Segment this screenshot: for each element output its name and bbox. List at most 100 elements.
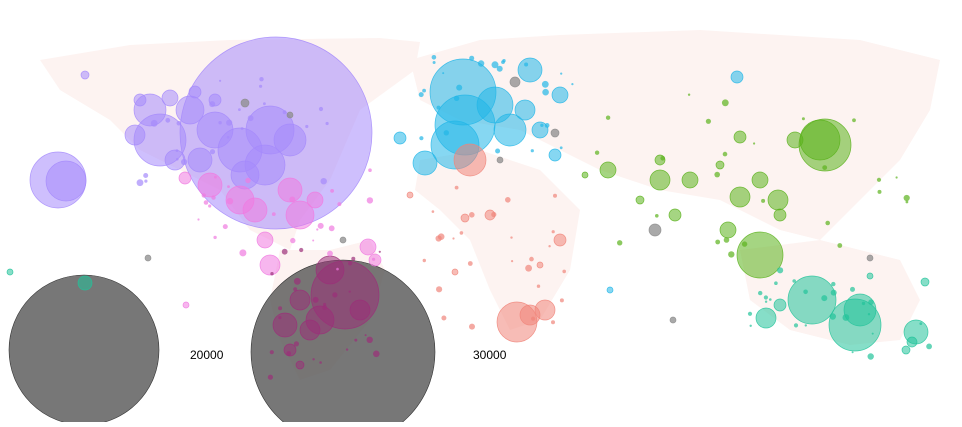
bubble-europe-small [541,80,549,88]
bubble-africa [453,143,487,177]
bubble-oceania-small [867,353,874,360]
bubble-other [144,254,152,262]
bubble-asia [715,160,725,170]
bubble-asia [767,189,789,211]
bubble-central-america-small [201,193,206,198]
bubble-oceania [843,293,877,327]
bubble-other [496,156,504,164]
bubble-south-america [289,289,311,311]
bubble-africa-small [469,212,475,218]
bubble-north-america-small [247,115,254,122]
bubble-central-america-small [366,197,374,204]
bubble-north-america-small [320,178,327,185]
bubble-north-america [133,93,147,107]
bubble-asia-small [905,200,909,204]
bubble-central-america [277,177,303,203]
bubble-oceania-small [758,290,763,296]
bubble-oceania-small [821,295,828,302]
bubble-asia [668,208,682,222]
bubble-north-america-small [318,106,324,112]
bubble-asia-small [715,239,721,245]
bubble-africa-small [559,298,564,303]
bubble-oceania-small [764,300,768,303]
bubble-central-america-small [316,228,319,231]
bubble-asia-small [852,118,856,123]
bubble-south-america [299,319,321,341]
bubble-oceania-small [919,322,923,325]
bubble-south-america-small [378,250,381,253]
bubble-africa-small [441,315,447,321]
bubble-central-america [359,238,377,256]
bubble-oceania-small [793,323,799,328]
bubble-oceania-small [804,324,807,327]
bubble-europe [393,131,407,145]
bubble-europe [548,148,562,162]
bubble-europe-small [501,60,505,64]
bubble-africa-small [553,193,557,198]
bubble-other [339,236,347,244]
bubble-north-america-small [176,157,179,161]
bubble-europe-small [422,88,426,93]
bubble-north-america [273,123,307,157]
bubble-other [286,111,294,119]
bubble-europe-small [559,146,563,150]
bubble-central-america-small [271,212,276,217]
bubble-africa-small [525,264,532,272]
bubble-africa [451,268,459,276]
bubble-central-america-small [336,267,339,271]
bubble-north-america [187,147,213,173]
bubble-europe-small [524,62,529,67]
bubble-central-america [182,301,190,309]
bubble-europe-small [477,60,485,67]
bubble-africa-small [505,197,511,203]
bubble-asia [799,119,841,161]
bubble-south-america-small [312,296,319,303]
bubble-south-america-small [293,341,299,347]
bubble-south-america-small [366,336,373,343]
bubble-europe-small [443,130,449,136]
bubble-europe-small [540,123,544,128]
bubble-asia [751,171,769,189]
bubble-north-america-small [226,136,230,139]
bubble-africa [536,261,544,269]
bubble-south-america-small [278,306,283,311]
bubble-europe [476,86,514,124]
bubble-europe-small [419,136,424,141]
bubble-central-america [259,254,281,276]
bubble-africa-small [551,320,555,325]
bubble-asia [719,221,737,239]
bubble-asia [599,161,617,179]
bubble-south-america-small [345,348,349,351]
bubble-central-america [285,200,315,230]
bubble-south-america-small [286,351,292,356]
bubble-other [669,316,677,324]
legend-label-30000: 30000 [473,348,507,362]
bubble-africa-small [510,260,514,263]
bubble-south-america-small [354,338,358,342]
bubble-europe-small [530,149,534,153]
bubble-asia-small [753,142,756,145]
bubble-oceania-small [769,298,772,301]
bubble-asia [733,130,747,144]
bubble-south-america-small [319,361,322,364]
bubble-oceania-small [749,324,752,327]
bubble-asia-small [822,165,828,171]
bubble-south-america-small [278,316,282,320]
bubble-europe-small [491,61,499,69]
bubble-north-america [175,95,205,125]
bubble-oceania-small [867,313,871,316]
bubble-europe [514,99,536,121]
bubble-oceania-small [871,332,874,335]
bubble-europe [412,150,438,176]
bubble-south-america-small [312,358,315,361]
bubble-africa-small [529,256,534,262]
bubble-other [648,223,662,237]
bubble-other [866,254,874,262]
bubble-asia [786,131,804,149]
bubble-central-america-small [197,218,200,221]
bubble-oceania [920,277,930,287]
bubble-central-america-small [203,200,209,205]
bubble-asia-small [895,176,898,179]
bubble-oceania-small [792,279,796,283]
bubble-asia [773,208,787,222]
